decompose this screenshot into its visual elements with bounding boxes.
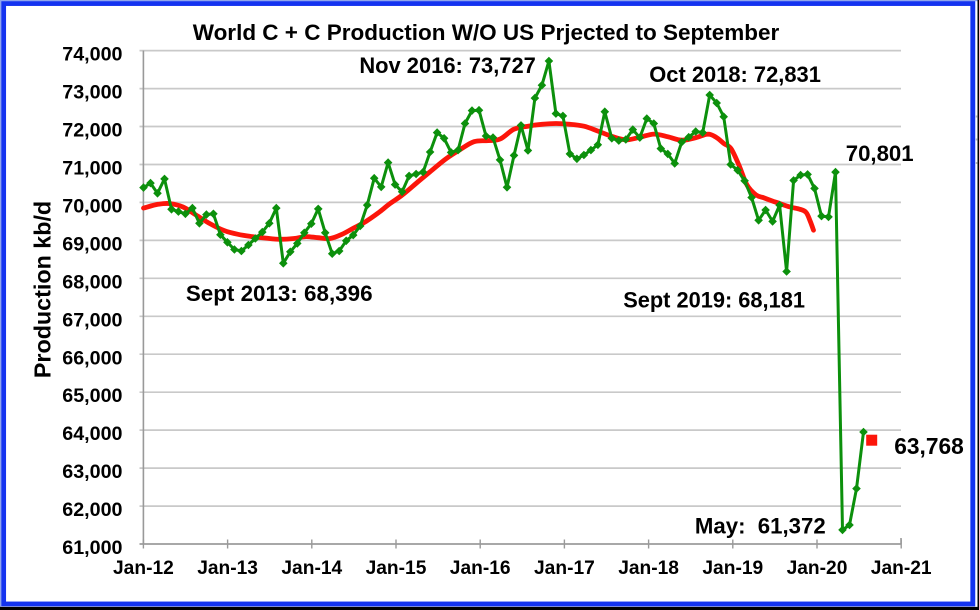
svg-text:Oct 2018: 72,831: Oct 2018: 72,831 xyxy=(649,62,821,87)
svg-text:Jan-19: Jan-19 xyxy=(702,558,763,579)
svg-text:Nov 2016: 73,727: Nov 2016: 73,727 xyxy=(359,53,535,78)
svg-text:71,000: 71,000 xyxy=(62,158,122,180)
svg-text:67,000: 67,000 xyxy=(62,309,122,331)
svg-text:Production kb/d: Production kb/d xyxy=(29,201,55,378)
svg-text:74,000: 74,000 xyxy=(62,44,122,66)
svg-text:Jan-12: Jan-12 xyxy=(113,558,174,579)
svg-text:Jan-15: Jan-15 xyxy=(366,558,427,579)
svg-text:Jan-16: Jan-16 xyxy=(450,558,511,579)
svg-text:Jan-14: Jan-14 xyxy=(281,558,342,579)
svg-text:63,768: 63,768 xyxy=(894,433,963,459)
svg-text:69,000: 69,000 xyxy=(62,233,122,255)
svg-text:68,000: 68,000 xyxy=(62,271,122,293)
svg-text:Jan-17: Jan-17 xyxy=(534,558,595,579)
svg-text:World C + C Production W/O US: World C + C Production W/O US Prjected t… xyxy=(193,20,780,45)
svg-text:65,000: 65,000 xyxy=(62,385,122,407)
svg-text:Sept 2013: 68,396: Sept 2013: 68,396 xyxy=(186,281,373,306)
svg-text:70,801: 70,801 xyxy=(846,141,914,166)
svg-text:Jan-20: Jan-20 xyxy=(787,558,848,579)
svg-text:70,000: 70,000 xyxy=(62,195,122,217)
svg-text:62,000: 62,000 xyxy=(62,499,122,521)
svg-text:Jan-18: Jan-18 xyxy=(618,558,679,579)
svg-text:Jan-13: Jan-13 xyxy=(197,558,258,579)
svg-text:May: 61,372: May: 61,372 xyxy=(695,513,826,538)
svg-text:66,000: 66,000 xyxy=(62,347,122,369)
svg-text:63,000: 63,000 xyxy=(62,461,122,483)
svg-text:72,000: 72,000 xyxy=(62,120,122,142)
svg-text:Sept 2019: 68,181: Sept 2019: 68,181 xyxy=(623,288,805,313)
svg-text:64,000: 64,000 xyxy=(62,423,122,445)
svg-text:61,000: 61,000 xyxy=(62,537,122,559)
svg-text:73,000: 73,000 xyxy=(62,82,122,104)
svg-text:Jan-21: Jan-21 xyxy=(871,558,932,579)
